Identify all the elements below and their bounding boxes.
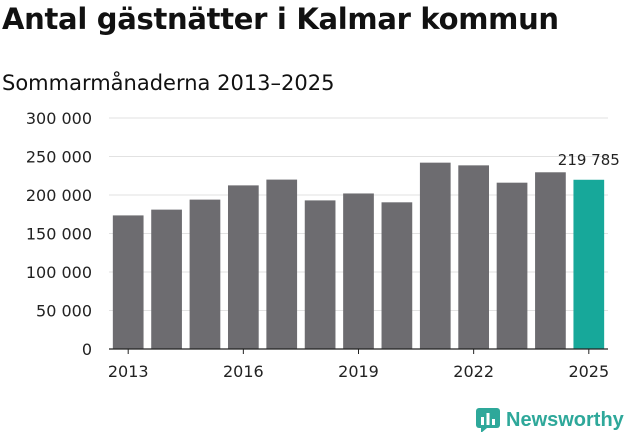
- x-tick-label: 2016: [223, 362, 264, 381]
- labels: 0 50 000 100 000 150 000 200 000 250 000 300 0…: [26, 109, 620, 381]
- bar: [112, 215, 144, 349]
- x-tick-label: 2013: [108, 362, 149, 381]
- axes: [109, 348, 608, 354]
- bar: [496, 182, 528, 349]
- bar-chart: 0 50 000 100 000 150 000 200 000 250 000 300 0…: [26, 109, 620, 381]
- bar: [343, 193, 374, 349]
- bar: [151, 209, 182, 349]
- x-tick-label: 2022: [453, 362, 494, 381]
- bar: [535, 172, 566, 349]
- bar-chart-logo-icon: [476, 408, 500, 433]
- y-tick-label: 100 000: [26, 263, 92, 282]
- bar: [458, 165, 490, 349]
- y-tick-label: 50 000: [36, 302, 92, 321]
- data-label: 219 785: [558, 151, 620, 169]
- y-tick-label: 250 000: [26, 148, 92, 167]
- x-tick-label: 2025: [568, 362, 609, 381]
- newsworthy-logo: Newsworthy: [476, 408, 624, 433]
- chart-title: Antal gästnätter i Kalmar kommun: [2, 2, 559, 36]
- y-tick-label: 300 000: [26, 109, 92, 128]
- bar: [227, 185, 259, 349]
- bar: [266, 179, 298, 349]
- bar: [189, 199, 221, 349]
- x-tick-label: 2019: [338, 362, 379, 381]
- bar: [304, 200, 336, 349]
- chart-subtitle: Sommarmånaderna 2013–2025: [2, 71, 335, 95]
- y-tick-label: 0: [82, 340, 92, 359]
- bar: [419, 162, 451, 349]
- bar-highlighted: [573, 179, 605, 349]
- y-tick-label: 200 000: [26, 186, 92, 205]
- bars: [112, 162, 605, 349]
- y-tick-label: 150 000: [26, 225, 92, 244]
- bar: [381, 202, 413, 349]
- brand-name: Newsworthy: [506, 408, 624, 431]
